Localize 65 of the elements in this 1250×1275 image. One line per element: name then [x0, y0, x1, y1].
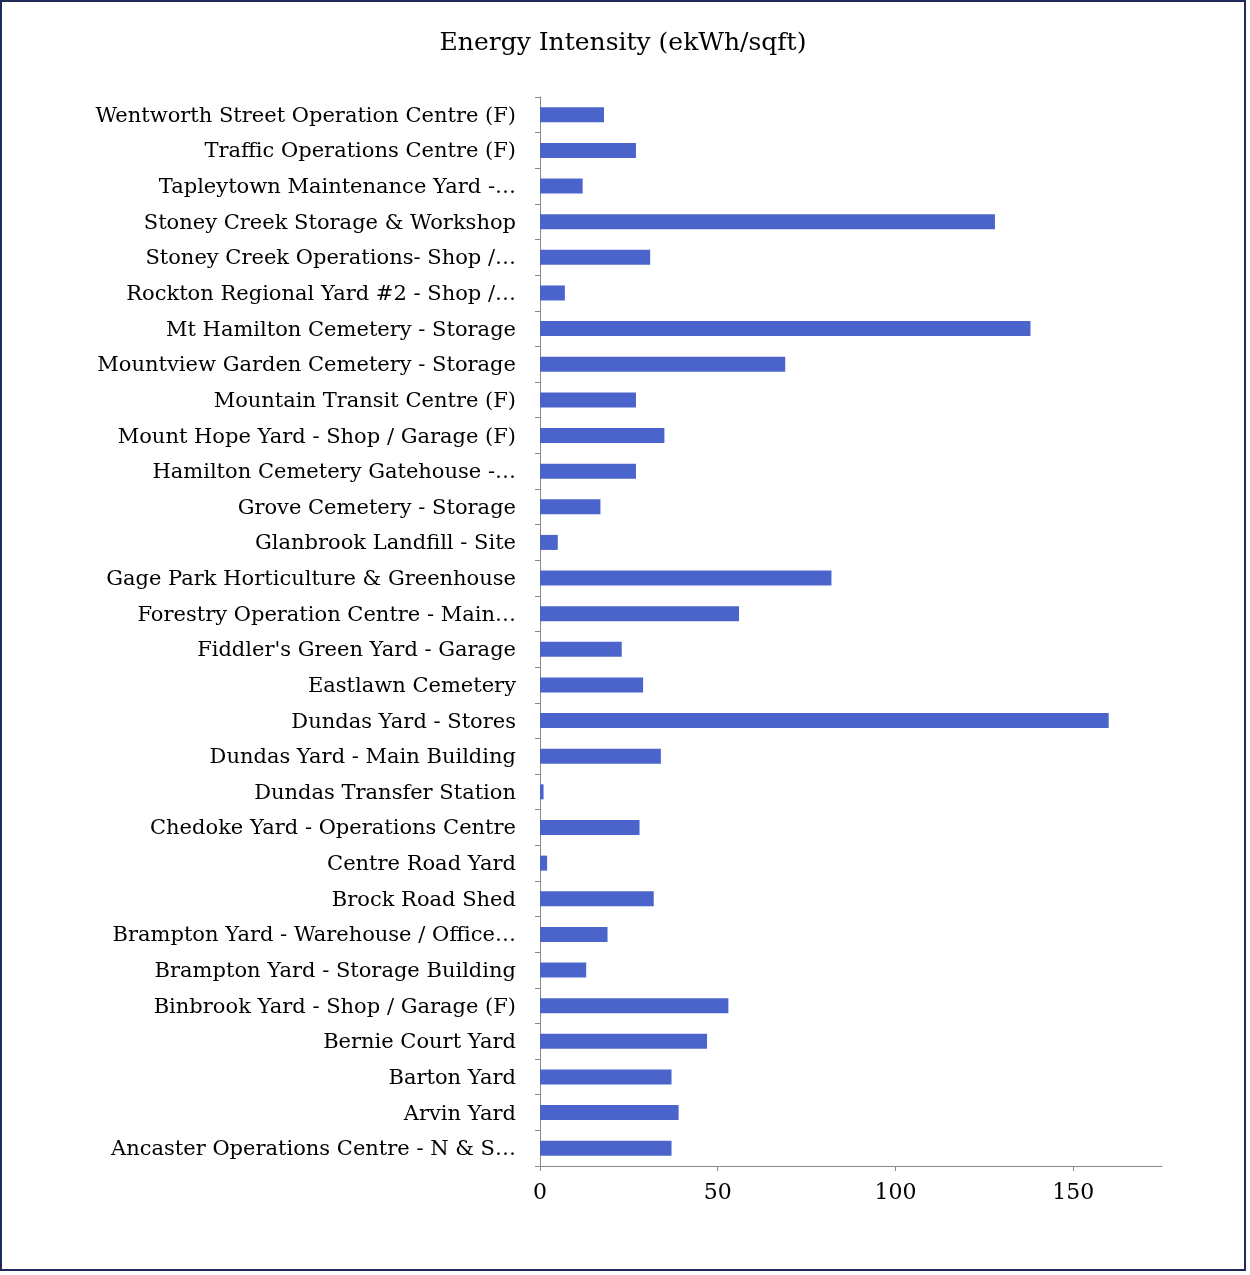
bar — [540, 1033, 708, 1049]
bar — [540, 855, 548, 871]
bar — [540, 748, 661, 764]
y-tick-label: Fiddler's Green Yard - Garage — [197, 637, 516, 662]
y-tick-label: Brampton Yard - Warehouse / Office… — [112, 922, 516, 947]
bar — [540, 713, 1109, 729]
x-tick-label: 100 — [874, 1178, 917, 1204]
bar — [540, 891, 654, 907]
bar — [540, 570, 832, 586]
bar — [540, 178, 583, 194]
bar — [540, 819, 640, 835]
y-tick-label: Wentworth Street Operation Centre (F) — [95, 102, 516, 127]
y-tick-label: Brock Road Shed — [331, 886, 516, 911]
chart-title: Energy Intensity (ekWh/sqft) — [439, 27, 807, 56]
y-tick-label: Glanbrook Landfill - Site — [255, 530, 516, 555]
y-tick-label: Arvin Yard — [402, 1100, 516, 1125]
y-tick-label: Chedoke Yard - Operations Centre — [150, 815, 516, 840]
bar — [540, 249, 651, 265]
bar — [540, 534, 558, 550]
bar — [540, 677, 644, 693]
bar — [540, 356, 786, 372]
y-tick-label: Bernie Court Yard — [323, 1029, 516, 1054]
y-tick-label: Tapleytown Maintenance Yard -… — [158, 174, 516, 199]
bar — [540, 499, 601, 515]
y-tick-label: Centre Road Yard — [327, 851, 516, 876]
bar — [540, 1140, 672, 1156]
bar — [540, 641, 622, 657]
y-tick-label: Stoney Creek Storage & Workshop — [143, 209, 516, 234]
y-tick-label: Gage Park Horticulture & Greenhouse — [106, 566, 516, 591]
bar — [540, 142, 636, 158]
x-tick-label: 150 — [1052, 1178, 1095, 1204]
bar — [540, 926, 608, 942]
y-tick-label: Dundas Yard - Main Building — [209, 744, 516, 769]
y-tick-label: Dundas Transfer Station — [254, 779, 516, 804]
y-tick-label: Ancaster Operations Centre - N & S… — [110, 1136, 516, 1161]
bar — [540, 998, 729, 1014]
x-tick-label: 50 — [703, 1178, 732, 1204]
y-tick-label: Traffic Operations Centre (F) — [204, 138, 516, 163]
y-tick-label: Brampton Yard - Storage Building — [154, 958, 516, 983]
bar — [540, 962, 587, 978]
y-tick-label: Mountain Transit Centre (F) — [213, 387, 516, 412]
bar — [540, 214, 995, 230]
bar — [540, 392, 636, 408]
y-tick-label: Eastlawn Cemetery — [307, 672, 517, 697]
y-tick-label: Mount Hope Yard - Shop / Garage (F) — [117, 423, 516, 448]
y-tick-label: Mt Hamilton Cemetery - Storage — [165, 316, 516, 341]
y-tick-label: Forestry Operation Centre - Main… — [137, 601, 516, 626]
y-tick-label: Mountview Garden Cemetery - Storage — [97, 352, 516, 377]
bar — [540, 107, 604, 123]
y-tick-label: Hamilton Cemetery Gatehouse -… — [152, 459, 516, 484]
bar — [540, 463, 636, 479]
y-tick-label: Grove Cemetery - Storage — [237, 494, 516, 519]
y-tick-label: Rockton Regional Yard #2 - Shop /… — [126, 280, 516, 305]
bar — [540, 321, 1031, 337]
bar — [540, 1069, 672, 1085]
x-tick-label: 0 — [533, 1178, 547, 1204]
bar — [540, 285, 565, 301]
y-tick-label: Barton Yard — [388, 1064, 516, 1089]
bar — [540, 1105, 679, 1121]
bar — [540, 784, 544, 800]
y-tick-label: Dundas Yard - Stores — [291, 708, 516, 733]
y-tick-label: Binbrook Yard - Shop / Garage (F) — [153, 993, 516, 1018]
bar — [540, 606, 740, 622]
y-tick-label: Stoney Creek Operations- Shop /… — [145, 245, 516, 270]
bar — [540, 428, 665, 444]
